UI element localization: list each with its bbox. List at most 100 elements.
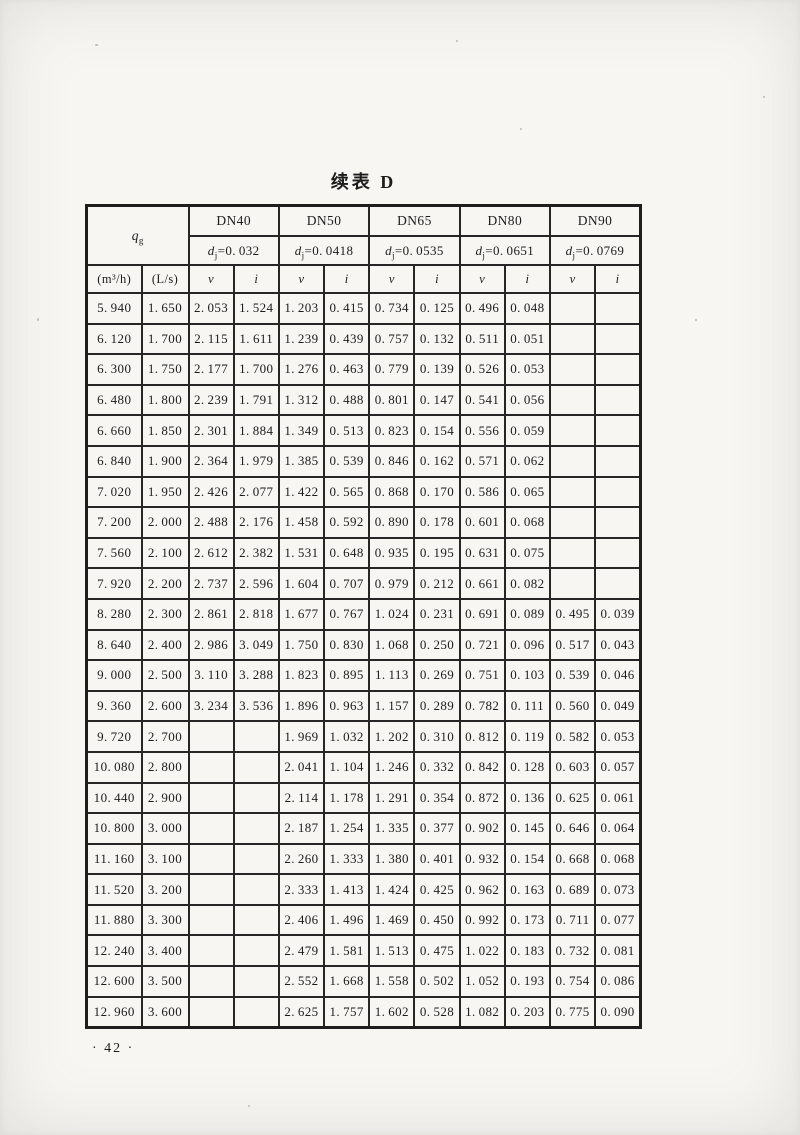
value-cell: 1. 900 [140, 444, 190, 478]
value-cell: 0. 603 [548, 750, 597, 784]
value-cell: 0. 062 [503, 444, 552, 478]
value-cell: 0. 582 [548, 720, 597, 753]
page-number: · 42 · [92, 1041, 135, 1056]
value-cell: 3. 600 [140, 995, 190, 1029]
value-cell: 7. 920 [85, 567, 143, 600]
value-cell: 0. 528 [413, 995, 461, 1029]
value-cell [594, 383, 642, 417]
value-cell: 1. 823 [277, 659, 326, 692]
value-cell: 0. 571 [458, 444, 506, 478]
value-cell [548, 567, 597, 600]
scan-speck [248, 1105, 250, 1107]
value-cell: 0. 125 [413, 292, 461, 325]
value-cell: 0. 601 [458, 506, 506, 539]
value-cell: 0. 732 [548, 934, 597, 968]
value-cell: 1. 022 [458, 934, 506, 968]
value-cell: 1. 604 [277, 567, 326, 600]
scan-speck [520, 128, 522, 130]
value-cell: 6. 480 [85, 383, 143, 417]
value-cell: 2. 596 [232, 567, 280, 600]
value-cell: 1. 254 [323, 812, 371, 845]
value-cell: 12. 600 [85, 965, 143, 998]
value-cell: 1. 246 [368, 750, 416, 784]
value-cell [594, 444, 642, 478]
value-cell: 1. 424 [368, 873, 416, 906]
value-cell: 2. 479 [277, 934, 326, 968]
value-cell: 2. 053 [187, 292, 235, 325]
table-row: 8. 640 2. 400 2. 986 3. 049 1. 750 0. 830 1. 0… [85, 628, 642, 662]
table-row: 7. 020 1. 950 2. 426 2. 077 1. 422 0. 565 0. 8… [85, 475, 642, 509]
value-cell: 3. 536 [232, 689, 280, 723]
value-cell: 2. 406 [277, 903, 326, 937]
value-cell: 0. 077 [594, 903, 642, 937]
value-cell: 0. 450 [413, 903, 461, 937]
value-cell: 0. 932 [458, 842, 506, 876]
page-title: 续表 D [330, 172, 397, 192]
value-cell: 1. 104 [323, 750, 371, 784]
table-body: 5. 940 1. 650 2. 053 1. 524 1. 203 0. 415 0. 7… [85, 292, 642, 1029]
value-cell: 1. 884 [232, 414, 280, 447]
velocity-header: v [548, 264, 597, 294]
value-cell: 0. 193 [503, 965, 552, 998]
value-cell: 2. 177 [187, 353, 235, 386]
value-cell: 0. 556 [458, 414, 506, 447]
table-row: 12. 960 3. 600 2. 625 1. 757 1. 602 0. 528 1. … [85, 995, 642, 1029]
value-cell: 0. 526 [458, 353, 506, 386]
value-cell: 0. 119 [503, 720, 552, 753]
value-cell: 0. 332 [413, 750, 461, 784]
value-cell [187, 720, 235, 753]
value-cell: 0. 496 [458, 292, 506, 325]
value-cell [548, 322, 597, 356]
value-cell: 0. 154 [503, 842, 552, 876]
value-cell: 0. 565 [323, 475, 371, 509]
value-cell: 0. 935 [368, 536, 416, 570]
value-cell: 8. 640 [85, 628, 143, 662]
value-cell [548, 506, 597, 539]
value-cell: 0. 711 [548, 903, 597, 937]
value-cell: 0. 147 [413, 383, 461, 417]
value-cell: 0. 089 [503, 597, 552, 631]
velocity-header: v [187, 264, 235, 294]
scan-speck [37, 318, 39, 321]
value-cell: 0. 631 [458, 536, 506, 570]
value-cell: 0. 053 [594, 720, 642, 753]
value-cell: 2. 986 [187, 628, 235, 662]
velocity-header: v [368, 264, 416, 294]
table-row: 6. 660 1. 850 2. 301 1. 884 1. 349 0. 513 0. 8… [85, 414, 642, 447]
value-cell: 0. 048 [503, 292, 552, 325]
value-cell: 1. 413 [323, 873, 371, 906]
value-cell: 2. 200 [140, 567, 190, 600]
qg-header: qg [85, 204, 190, 266]
value-cell: 1. 677 [277, 597, 326, 631]
table-row: 6. 300 1. 750 2. 177 1. 700 1. 276 0. 463 0. 7… [85, 353, 642, 386]
value-cell: 0. 170 [413, 475, 461, 509]
value-cell: 1. 385 [277, 444, 326, 478]
value-cell: 12. 960 [85, 995, 143, 1029]
value-cell: 2. 364 [187, 444, 235, 478]
value-cell: 8. 280 [85, 597, 143, 631]
value-cell: 0. 517 [548, 628, 597, 662]
value-cell: 2. 737 [187, 567, 235, 600]
table-row: 6. 480 1. 800 2. 239 1. 791 1. 312 0. 488 0. 8… [85, 383, 642, 417]
unit-header: (m³/h) [85, 264, 143, 294]
scan-speck [95, 44, 98, 46]
value-cell: 2. 382 [232, 536, 280, 570]
value-cell: 2. 000 [140, 506, 190, 539]
value-cell: 9. 360 [85, 689, 143, 723]
value-cell: 1. 524 [232, 292, 280, 325]
value-cell: 6. 660 [85, 414, 143, 447]
value-cell: 0. 195 [413, 536, 461, 570]
value-cell: 1. 650 [140, 292, 190, 325]
value-cell: 11. 520 [85, 873, 143, 906]
value-cell: 0. 128 [503, 750, 552, 784]
unit-header: (L/s) [140, 264, 190, 294]
value-cell: 0. 132 [413, 322, 461, 356]
value-cell: 0. 648 [323, 536, 371, 570]
value-cell: 3. 234 [187, 689, 235, 723]
value-cell [187, 781, 235, 815]
value-cell: 0. 513 [323, 414, 371, 447]
value-cell: 0. 289 [413, 689, 461, 723]
value-cell: 1. 950 [140, 475, 190, 509]
value-cell: 0. 842 [458, 750, 506, 784]
value-cell: 0. 103 [503, 659, 552, 692]
